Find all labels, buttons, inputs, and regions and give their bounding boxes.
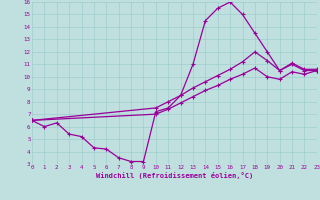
X-axis label: Windchill (Refroidissement éolien,°C): Windchill (Refroidissement éolien,°C) bbox=[96, 172, 253, 179]
